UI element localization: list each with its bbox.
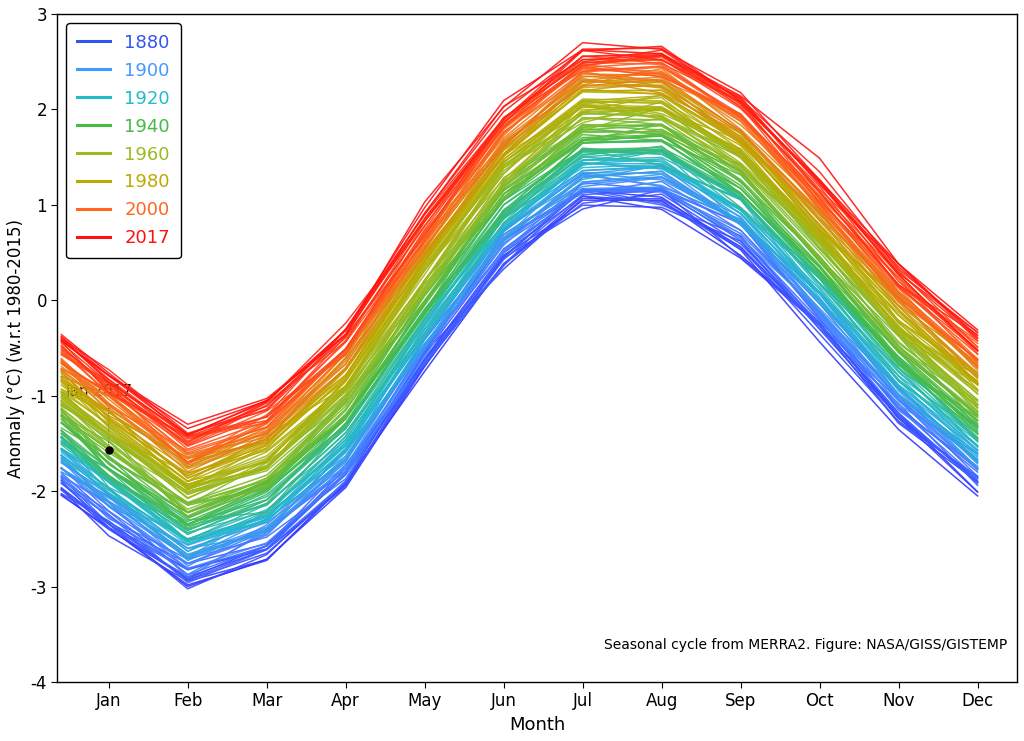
Text: Jan 2017: Jan 2017 [66,384,132,399]
X-axis label: Month: Month [509,716,565,734]
Legend: 1880, 1900, 1920, 1940, 1960, 1980, 2000, 2017: 1880, 1900, 1920, 1940, 1960, 1980, 2000… [67,23,180,258]
Text: Seasonal cycle from MERRA2. Figure: NASA/GISS/GISTEMP: Seasonal cycle from MERRA2. Figure: NASA… [604,638,1008,652]
Y-axis label: Anomaly (°C) (w.r.t 1980-2015): Anomaly (°C) (w.r.t 1980-2015) [7,219,25,477]
